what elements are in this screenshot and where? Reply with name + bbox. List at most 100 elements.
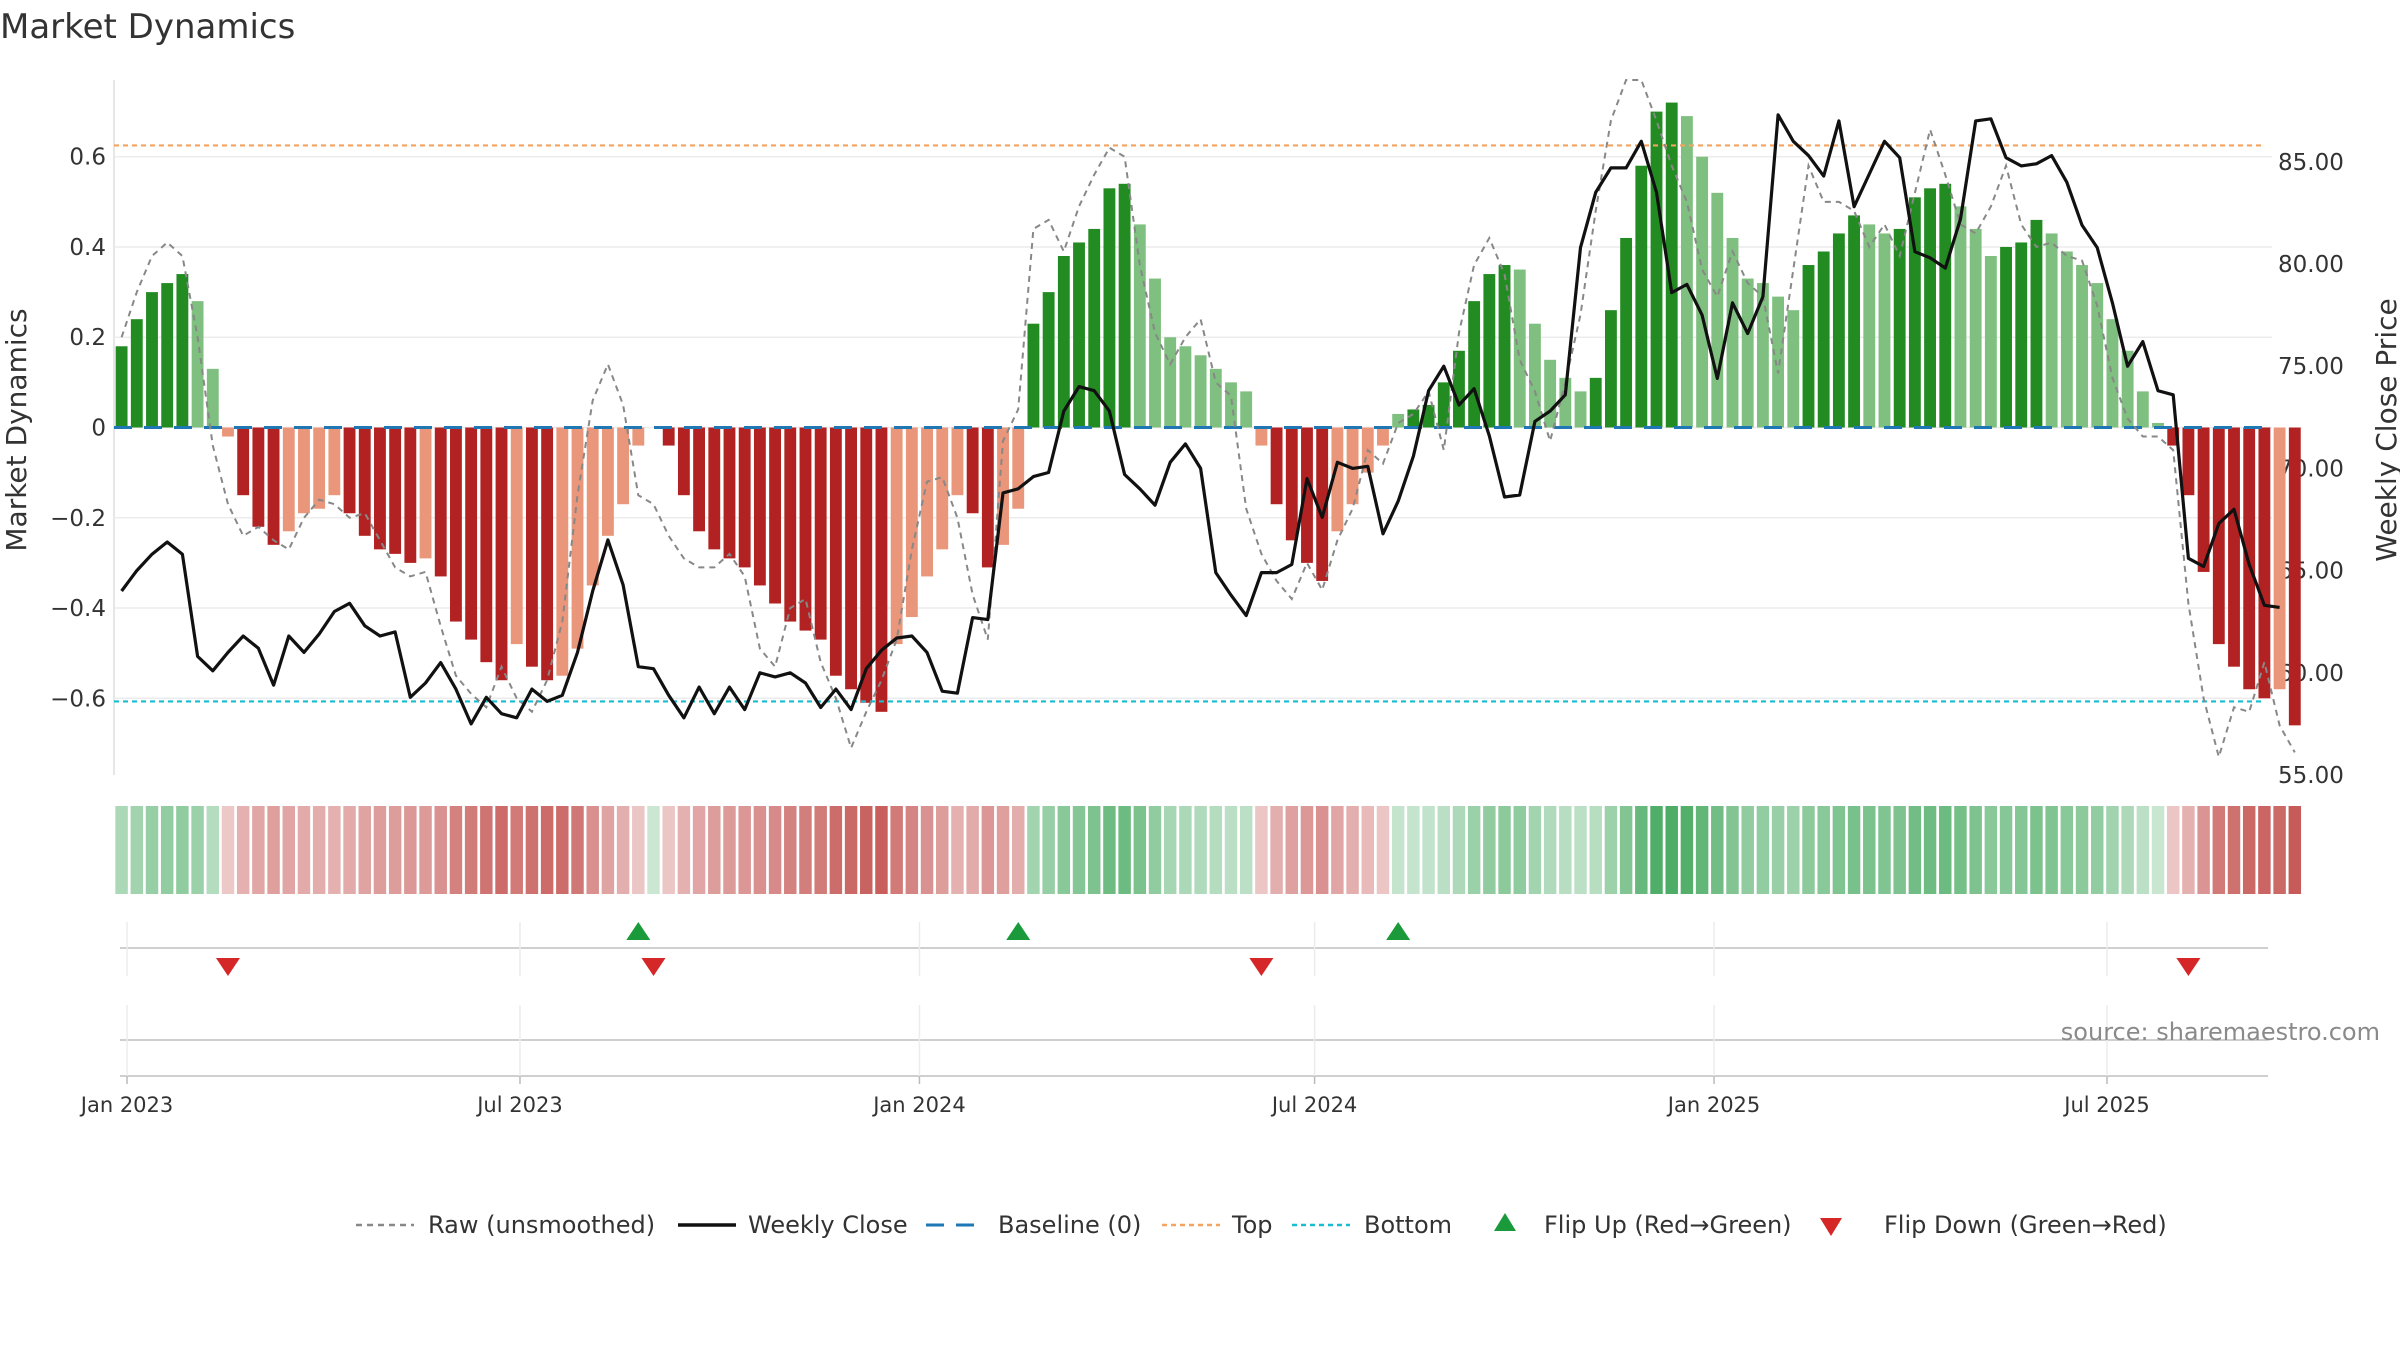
strip-cell bbox=[1543, 806, 1557, 894]
strip-cell bbox=[525, 806, 539, 894]
strip-cell bbox=[2045, 806, 2058, 894]
strip-cell bbox=[2273, 806, 2286, 894]
dynamics-bar bbox=[1954, 206, 1967, 428]
dynamics-bar bbox=[1073, 242, 1085, 428]
dynamics-bar bbox=[1741, 278, 1754, 428]
left-tick-label: 0.4 bbox=[69, 235, 106, 261]
strip-cell bbox=[2015, 806, 2028, 894]
strip-cell bbox=[2227, 806, 2241, 894]
dynamics-bar bbox=[1225, 382, 1237, 428]
strip-cell bbox=[495, 806, 508, 894]
dynamics-bar bbox=[1559, 377, 1572, 428]
dynamics-bar bbox=[1924, 188, 1936, 428]
strip-cell bbox=[252, 806, 265, 894]
strip-cell bbox=[1224, 806, 1238, 894]
dynamics-bar bbox=[799, 427, 812, 631]
strip-cell bbox=[236, 806, 250, 894]
left-tick-label: −0.6 bbox=[50, 686, 106, 712]
strip-cell bbox=[1832, 806, 1846, 894]
strip-cell bbox=[297, 806, 311, 894]
strip-cell bbox=[1239, 806, 1253, 894]
strip-cell bbox=[2242, 806, 2256, 894]
right-axis-label: Weekly Close Price bbox=[2370, 298, 2400, 561]
dynamics-bar bbox=[936, 427, 949, 550]
dynamics-bar bbox=[921, 427, 933, 577]
x-tick-label: Jul 2023 bbox=[475, 1093, 562, 1117]
dynamics-bar bbox=[161, 283, 174, 428]
dynamics-bar bbox=[1301, 427, 1313, 563]
strip-cell bbox=[1604, 806, 1618, 894]
dynamics-bar bbox=[981, 427, 994, 568]
dynamics-bar bbox=[1453, 350, 1465, 428]
legend-flip-down-marker bbox=[1820, 1218, 1842, 1236]
dynamics-bar bbox=[146, 292, 158, 428]
strip-cell bbox=[1391, 806, 1405, 894]
strip-cell bbox=[1012, 806, 1025, 894]
strip-cell bbox=[404, 806, 417, 894]
strip-cell bbox=[1878, 806, 1891, 894]
dynamics-bar bbox=[2091, 283, 2104, 428]
strip-cell bbox=[2258, 806, 2271, 894]
dynamics-bar bbox=[1149, 278, 1161, 428]
x-tick-label: Jul 2024 bbox=[1270, 1093, 1357, 1117]
legend: Raw (unsmoothed) Weekly Close Baseline (… bbox=[356, 1211, 2167, 1239]
strip-cell bbox=[814, 806, 827, 894]
dynamics-bar bbox=[829, 427, 842, 676]
weekly-close-line bbox=[120, 113, 2280, 726]
strip-cell bbox=[632, 806, 645, 894]
strip-cell bbox=[905, 806, 919, 894]
strip-cell bbox=[1756, 806, 1770, 894]
dynamics-bar bbox=[2228, 427, 2240, 667]
dynamics-bar bbox=[115, 346, 128, 428]
strip-cell bbox=[1695, 806, 1709, 894]
dynamics-bar bbox=[191, 301, 204, 428]
left-axis-label: Market Dynamics bbox=[0, 308, 33, 551]
strip-cell bbox=[1483, 806, 1496, 894]
dynamics-bar bbox=[2076, 265, 2088, 428]
strip-cell bbox=[1893, 806, 1906, 894]
dynamics-bar bbox=[1057, 256, 1070, 428]
strip-cell bbox=[996, 806, 1010, 894]
dynamics-bar bbox=[1285, 427, 1298, 541]
dynamics-bar bbox=[890, 427, 903, 645]
dynamics-bar bbox=[1042, 292, 1055, 428]
dynamics-bar bbox=[693, 427, 706, 532]
dynamics-bar bbox=[1270, 427, 1283, 505]
strip-cell bbox=[388, 806, 402, 894]
dynamics-bar bbox=[2288, 427, 2301, 726]
strip-cell bbox=[282, 806, 295, 894]
strip-cell bbox=[1726, 806, 1739, 894]
strip-cell bbox=[1923, 806, 1937, 894]
dynamics-bar bbox=[1012, 427, 1025, 509]
strip-cell bbox=[662, 806, 675, 894]
left-tick-label: −0.4 bbox=[50, 596, 106, 622]
strip-cell bbox=[768, 806, 782, 894]
strip-cell bbox=[328, 806, 341, 894]
strip-cell bbox=[723, 806, 736, 894]
dynamics-bar bbox=[1118, 183, 1131, 428]
dynamics-bar bbox=[525, 427, 538, 667]
strip-cell bbox=[1057, 806, 1071, 894]
strip-cell bbox=[130, 806, 144, 894]
flip-up-marker bbox=[1386, 922, 1411, 940]
flip-down-marker bbox=[215, 958, 240, 976]
strip-cell bbox=[373, 806, 387, 894]
dynamics-bar bbox=[1680, 116, 1693, 428]
right-tick-label: 65.00 bbox=[2278, 559, 2344, 585]
legend-bottom-label: Bottom bbox=[1364, 1211, 1452, 1239]
strip-cell bbox=[145, 806, 159, 894]
dynamics-bar bbox=[1422, 404, 1435, 428]
dynamics-bar bbox=[343, 427, 356, 514]
dynamics-bar bbox=[2030, 219, 2043, 428]
dynamics-bar bbox=[374, 427, 386, 550]
dynamics-bar bbox=[753, 427, 766, 586]
strip-cell bbox=[1999, 806, 2013, 894]
strip-cell bbox=[1118, 806, 1131, 894]
strip-cell bbox=[647, 806, 660, 894]
dynamics-bar bbox=[495, 427, 508, 681]
dynamics-bar bbox=[571, 427, 584, 649]
dynamics-bar bbox=[1832, 233, 1845, 428]
strip-cell bbox=[1133, 806, 1147, 894]
strip-cell bbox=[1270, 806, 1283, 894]
